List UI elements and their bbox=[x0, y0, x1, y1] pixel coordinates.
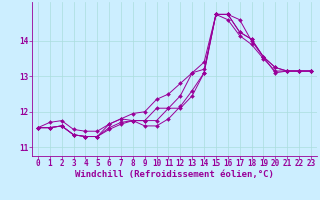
X-axis label: Windchill (Refroidissement éolien,°C): Windchill (Refroidissement éolien,°C) bbox=[75, 170, 274, 179]
